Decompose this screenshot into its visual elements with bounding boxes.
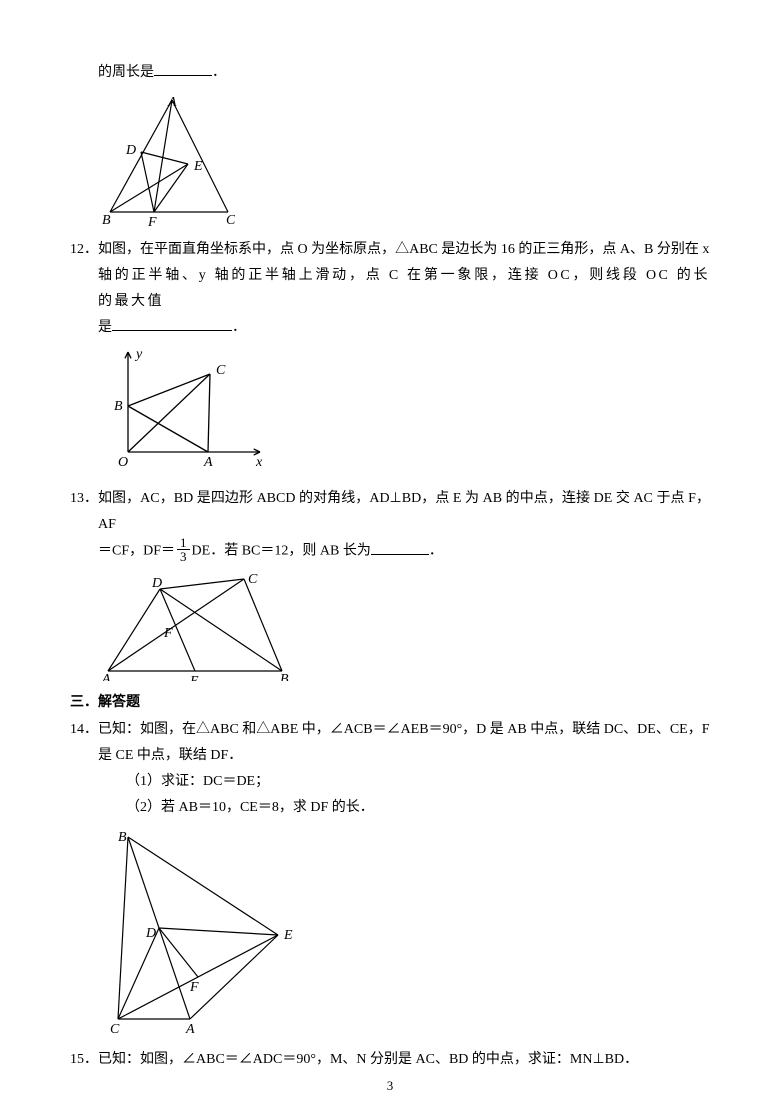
q13-num: 13． <box>70 486 98 512</box>
q15-num: 15． <box>70 1047 98 1073</box>
svg-text:A: A <box>185 1022 195 1037</box>
q13-text2a: ＝CF，DF＝ <box>98 544 175 559</box>
q14-sub1: （1）求证：DC＝DE； <box>70 769 710 795</box>
svg-text:B: B <box>102 213 111 227</box>
svg-text:D: D <box>145 926 156 941</box>
svg-text:A: A <box>101 672 111 681</box>
svg-text:C: C <box>226 213 235 227</box>
svg-text:E: E <box>283 928 293 943</box>
q13-blank <box>371 540 429 555</box>
q14-text2: 是 CE 中点，联结 DF． <box>70 743 710 769</box>
q13-text1: 如图，AC，BD 是四边形 ABCD 的对角线，AD⊥BD，点 E 为 AB 的… <box>98 486 710 538</box>
q15: 15． 已知：如图，∠ABC＝∠ADC＝90°，M、N 分别是 AC、BD 的中… <box>70 1047 710 1073</box>
q13-period: ． <box>429 544 443 559</box>
q11-tail-text: 的周长是 <box>98 65 154 80</box>
q12-text1: 如图，在平面直角坐标系中，点 O 为坐标原点，△ABC 是边长为 16 的正三角… <box>98 237 710 263</box>
q11-blank <box>154 61 212 76</box>
q14-text1: 已知：如图，在△ABC 和△ABE 中，∠ACB＝∠AEB＝90°，D 是 AB… <box>98 717 710 743</box>
svg-text:F: F <box>147 215 157 227</box>
svg-text:x: x <box>255 455 263 470</box>
svg-text:C: C <box>110 1022 120 1037</box>
svg-text:O: O <box>118 455 128 470</box>
q13-text2b: DE．若 BC＝12，则 AB 长为 <box>192 544 371 559</box>
q14-figure: A B C D E F <box>100 827 710 1037</box>
q13-frac: 13 <box>177 536 190 563</box>
frac-den: 3 <box>177 550 190 563</box>
svg-text:C: C <box>216 363 226 378</box>
page-number: 3 <box>0 1078 780 1094</box>
svg-text:D: D <box>125 143 136 158</box>
svg-text:F: F <box>189 980 199 995</box>
svg-text:E: E <box>189 674 199 681</box>
svg-text:y: y <box>134 347 143 362</box>
svg-text:C: C <box>248 572 258 587</box>
q13: 13． 如图，AC，BD 是四边形 ABCD 的对角线，AD⊥BD，点 E 为 … <box>70 486 710 565</box>
q12-period: ． <box>232 320 246 335</box>
svg-text:B: B <box>280 672 289 681</box>
q13-figure: A B C D E F <box>100 571 710 681</box>
svg-text:D: D <box>151 576 162 591</box>
q14: 14． 已知：如图，在△ABC 和△ABE 中，∠ACB＝∠AEB＝90°，D … <box>70 717 710 821</box>
section-3-title: 三．解答题 <box>70 691 710 711</box>
q12-text2: 轴的正半轴、y 轴的正半轴上滑动，点 C 在第一象限，连接 OC，则线段 OC … <box>70 263 710 315</box>
q15-text: 已知：如图，∠ABC＝∠ADC＝90°，M、N 分别是 AC、BD 的中点，求证… <box>98 1047 710 1073</box>
q14-num: 14． <box>70 717 98 743</box>
q12: 12． 如图，在平面直角坐标系中，点 O 为坐标原点，△ABC 是边长为 16 … <box>70 237 710 341</box>
svg-text:B: B <box>118 830 127 845</box>
q12-num: 12． <box>70 237 98 263</box>
q12-text3: 是 <box>98 320 112 335</box>
q11-tail: 的周长是 ． <box>70 60 710 86</box>
svg-text:A: A <box>203 455 213 470</box>
svg-text:E: E <box>193 159 203 174</box>
q12-figure: O A B Cx y <box>100 346 710 476</box>
svg-text:B: B <box>114 399 123 414</box>
frac-num: 1 <box>177 536 190 550</box>
q12-blank <box>112 316 232 331</box>
svg-text:F: F <box>163 626 173 641</box>
q14-sub2: （2）若 AB＝10，CE＝8，求 DF 的长． <box>70 795 710 821</box>
q11-figure: A B C D E F <box>100 92 710 227</box>
svg-text:A: A <box>167 95 177 110</box>
q11-period: ． <box>212 65 226 80</box>
